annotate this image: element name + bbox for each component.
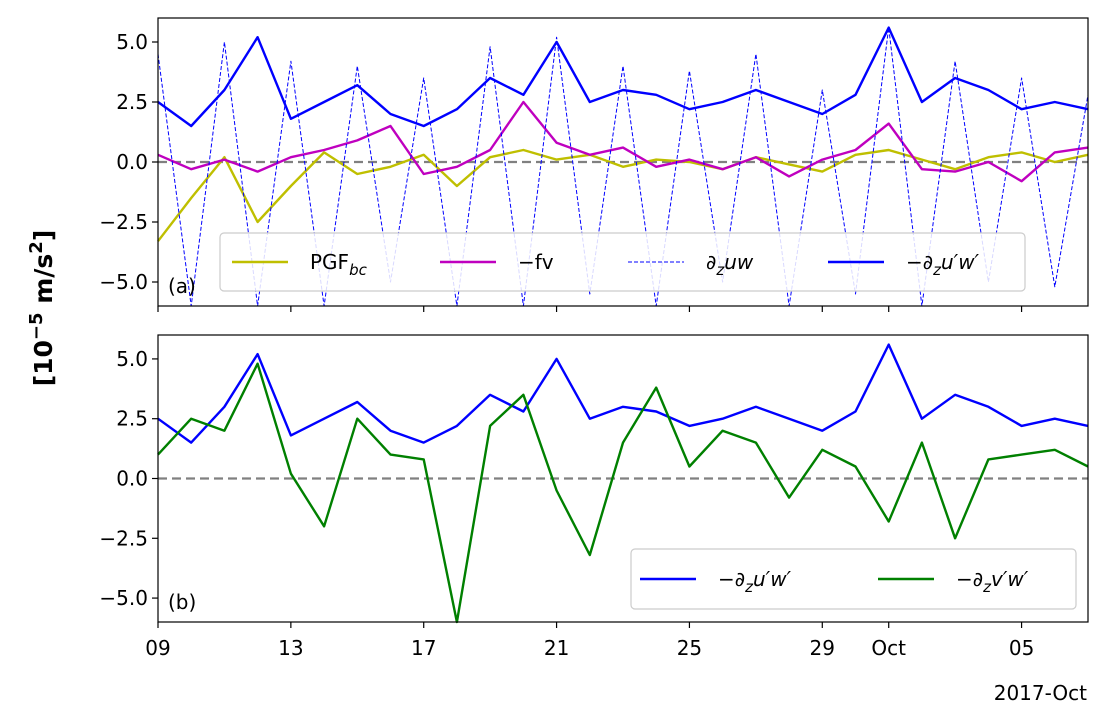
y-axis-label: [10−5 m/s2]: [26, 230, 58, 387]
series-line-uw: [157, 343, 1089, 444]
legend-label-uw: −∂zu′w′: [906, 250, 980, 279]
legend-box: [219, 232, 1026, 292]
legend-box: [630, 548, 1077, 610]
panel-a-label: (a): [168, 274, 196, 298]
x-tick-label: 29: [810, 636, 835, 660]
y-tick-label: 5.0: [116, 30, 148, 54]
panel-b-frame: [157, 334, 1089, 623]
legend-label-vw: −∂zv′w′: [956, 567, 1029, 596]
panel-a-legend: PGFbc −fv ∂zuw −∂zu′w′: [219, 232, 1026, 292]
panel-b-label: (b): [168, 590, 196, 614]
y-tick-label: −2.5: [99, 210, 148, 234]
series-line-fv: [157, 100, 1089, 183]
x-tick-label: Oct: [871, 636, 906, 660]
series-line-vw: [157, 362, 1089, 624]
legend-label-pgf: PGFbc: [310, 250, 368, 279]
x-tick-label: 09: [145, 636, 170, 660]
legend-label-fv: −fv: [518, 250, 554, 274]
y-tick-label: −5.0: [99, 586, 148, 610]
y-tick-label: 5.0: [116, 347, 148, 371]
x-tick-label: 05: [1009, 636, 1034, 660]
panel-a-frame: [157, 17, 1089, 307]
x-tick-label: 25: [677, 636, 702, 660]
date-offset-label: 2017-Oct: [994, 681, 1087, 705]
y-tick-label: 0.0: [116, 150, 148, 174]
legend-label-uw: −∂zu′w′: [718, 567, 792, 596]
panel-b-legend: −∂zu′w′ −∂zv′w′: [630, 548, 1077, 610]
series-line-uw: [157, 26, 1089, 128]
y-tick-label: −2.5: [99, 526, 148, 550]
series-line-pgf: [157, 148, 1089, 242]
x-tick-label: 17: [411, 636, 436, 660]
x-tick-label: 21: [544, 636, 569, 660]
panel-a: −5.0 −2.5 0.0 2.5 5.0 (a) PGFbc −fv ∂zuw −∂zu′w…: [99, 17, 1089, 312]
panel-b: −5.0−2.50.02.55.0 09 13 17 21 25 29 Oct 05 (b) …: [99, 334, 1089, 660]
legend-label-dzuw: ∂zuw: [706, 250, 754, 279]
x-tick-label: 13: [278, 636, 303, 660]
y-tick-label: 0.0: [116, 467, 148, 491]
y-tick-label: 2.5: [116, 407, 148, 431]
y-tick-label: −5.0: [99, 270, 148, 294]
series-line-dzuw: [157, 27, 1089, 307]
y-tick-label: 2.5: [116, 90, 148, 114]
